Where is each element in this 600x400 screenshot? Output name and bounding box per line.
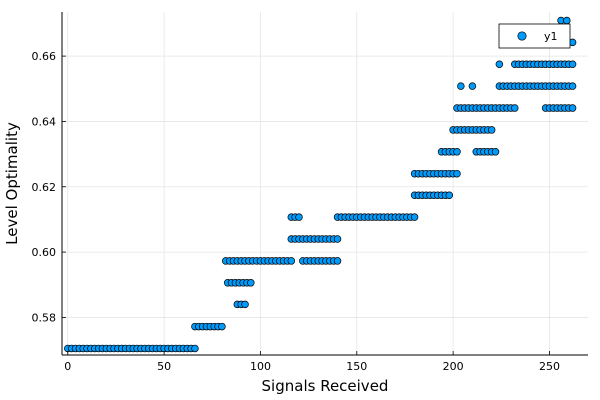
data-point	[445, 191, 454, 200]
legend-marker	[517, 31, 527, 41]
legend: y1	[498, 23, 571, 49]
x-ticks: 0 50 100 150 200 250	[64, 351, 560, 373]
data-point	[410, 213, 419, 221]
data-point	[568, 104, 577, 112]
x-axis-title: Signals Received	[262, 377, 389, 395]
y-ticks: 0.58 0.60 0.62 0.64 0.66	[32, 50, 66, 324]
data-point	[511, 104, 519, 112]
data-point	[568, 82, 577, 90]
data-point	[468, 82, 477, 90]
y-tick-label: 0.64	[32, 115, 57, 128]
grid	[62, 12, 588, 355]
data-point	[495, 60, 504, 69]
data-point	[333, 235, 342, 243]
data-point	[568, 60, 577, 69]
x-tick-label: 0	[64, 360, 71, 373]
x-tick-label: 250	[539, 360, 560, 373]
data-point	[191, 344, 199, 353]
x-tick-label: 100	[250, 360, 271, 373]
data-point	[453, 148, 461, 156]
y-axis-title: Level Optimality	[3, 122, 21, 245]
data-point	[247, 279, 255, 287]
data-points	[64, 16, 577, 353]
data-point	[563, 16, 571, 25]
data-point	[457, 82, 465, 90]
data-point	[287, 257, 296, 265]
y-tick-label: 0.62	[32, 181, 57, 194]
y-tick-label: 0.58	[32, 311, 57, 324]
data-point	[295, 213, 303, 221]
y-tick-label: 0.60	[32, 246, 57, 259]
x-tick-label: 200	[443, 360, 464, 373]
x-tick-label: 50	[157, 360, 171, 373]
data-point	[487, 126, 496, 134]
data-point	[453, 169, 461, 178]
legend-box	[498, 23, 571, 49]
axes	[61, 12, 588, 356]
data-point	[218, 322, 226, 331]
data-point	[491, 148, 500, 156]
data-point	[333, 257, 342, 265]
legend-label: y1	[544, 30, 558, 43]
y-tick-label: 0.66	[32, 50, 57, 63]
data-point	[241, 300, 249, 309]
x-tick-label: 150	[346, 360, 367, 373]
